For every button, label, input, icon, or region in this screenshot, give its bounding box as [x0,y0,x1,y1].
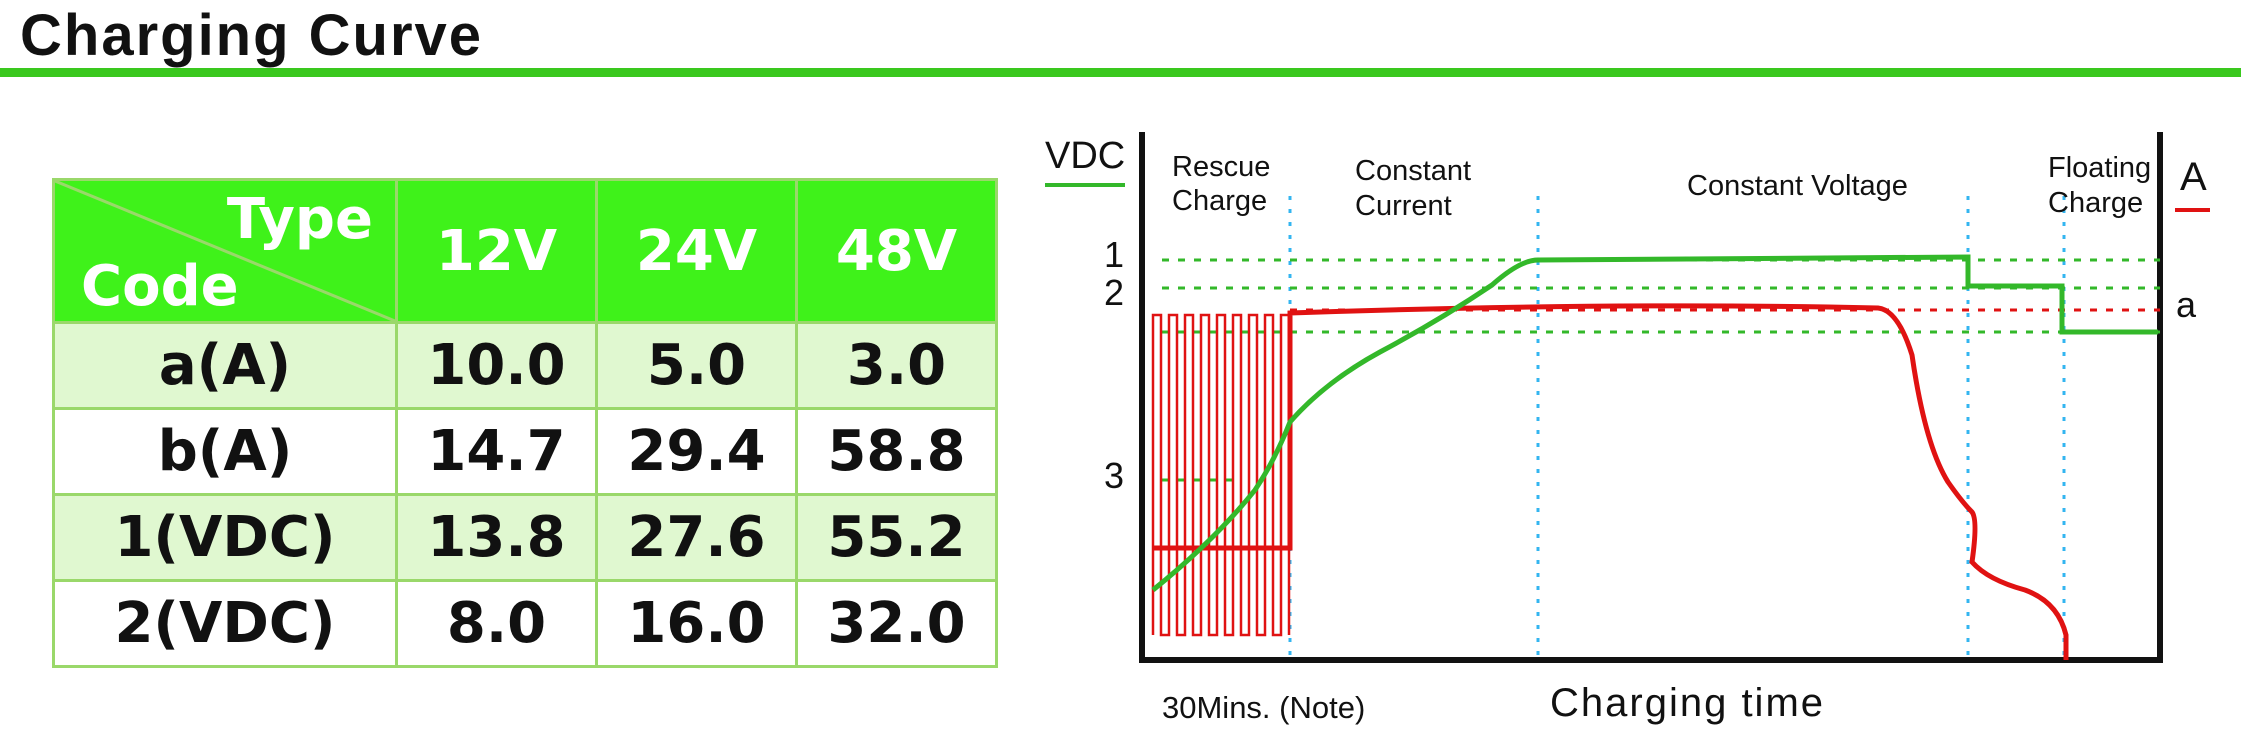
table-cell: 5.0 [595,321,798,410]
row-code: a(A) [52,321,398,410]
row-code: 2(VDC) [52,579,398,668]
phase-label-float-line2: Charge [2048,187,2143,219]
table-header-row: Type Code 12V 24V 48V [52,178,998,324]
table-row: b(A) 14.7 29.4 58.8 [52,407,998,496]
row-code: b(A) [52,407,398,496]
title-underline [0,68,2241,77]
corner-diagonal [55,181,395,321]
right-axis-label: A [2180,155,2207,199]
phase-label-rescue: Rescue Charge [1172,151,1278,217]
row-code: 1(VDC) [52,493,398,582]
column-header: 12V [395,178,598,324]
table-cell: 13.8 [395,493,598,582]
phase-separators [1288,196,2066,660]
corner-cell: Type Code [52,178,398,324]
left-tick-label: 1 [1104,234,1124,275]
charging-curve-diagram: VDC A 1 2 3 a Rescue Charge Constant Cur… [1045,132,2210,725]
phase-label-rescue-line2: Charge [1172,185,1267,217]
table-row: 1(VDC) 13.8 27.6 55.2 [52,493,998,582]
page-title: Charging Curve [20,3,484,68]
table-cell: 27.6 [595,493,798,582]
corner-type-label: Type [226,187,373,252]
table-cell: 10.0 [395,321,598,410]
corner-code-label: Code [81,254,239,319]
right-tick-label: a [2176,284,2197,325]
table-cell: 32.0 [795,579,998,668]
table-row: a(A) 10.0 5.0 3.0 [52,321,998,410]
reference-lines [1162,258,2160,482]
table-cell: 58.8 [795,407,998,496]
table-cell: 8.0 [395,579,598,668]
table-cell: 55.2 [795,493,998,582]
table-cell: 29.4 [595,407,798,496]
column-header: 48V [795,178,998,324]
voltage-curve [1151,254,2158,592]
x-axis-label: Charging time [1550,681,1825,725]
charging-spec-table: Type Code 12V 24V 48V a(A) 10.0 5.0 3.0 … [52,178,998,668]
table-cell: 3.0 [795,321,998,410]
left-tick-label: 3 [1104,455,1124,496]
phase-label-constant-voltage: Constant Voltage [1687,170,1908,202]
phase-label-float-line1: Floating [2048,152,2151,184]
phase-label-constant-current: Constant Current [1355,155,1479,222]
table-row: 2(VDC) 8.0 16.0 32.0 [52,579,998,668]
bottom-note: 30Mins. (Note) [1162,690,1365,725]
table-cell: 14.7 [395,407,598,496]
left-tick-label: 2 [1104,272,1124,313]
phase-label-cc-line1: Constant [1355,155,1471,187]
table-cell: 16.0 [595,579,798,668]
left-axis-label: VDC [1045,135,1125,177]
phase-label-rescue-line1: Rescue [1172,151,1270,183]
column-header: 24V [595,178,798,324]
phase-label-cc-line2: Current [1355,190,1452,222]
rescue-pulse-current [1151,313,1291,637]
phase-label-floating: Floating Charge [2048,152,2159,219]
current-curve [1153,303,2069,660]
